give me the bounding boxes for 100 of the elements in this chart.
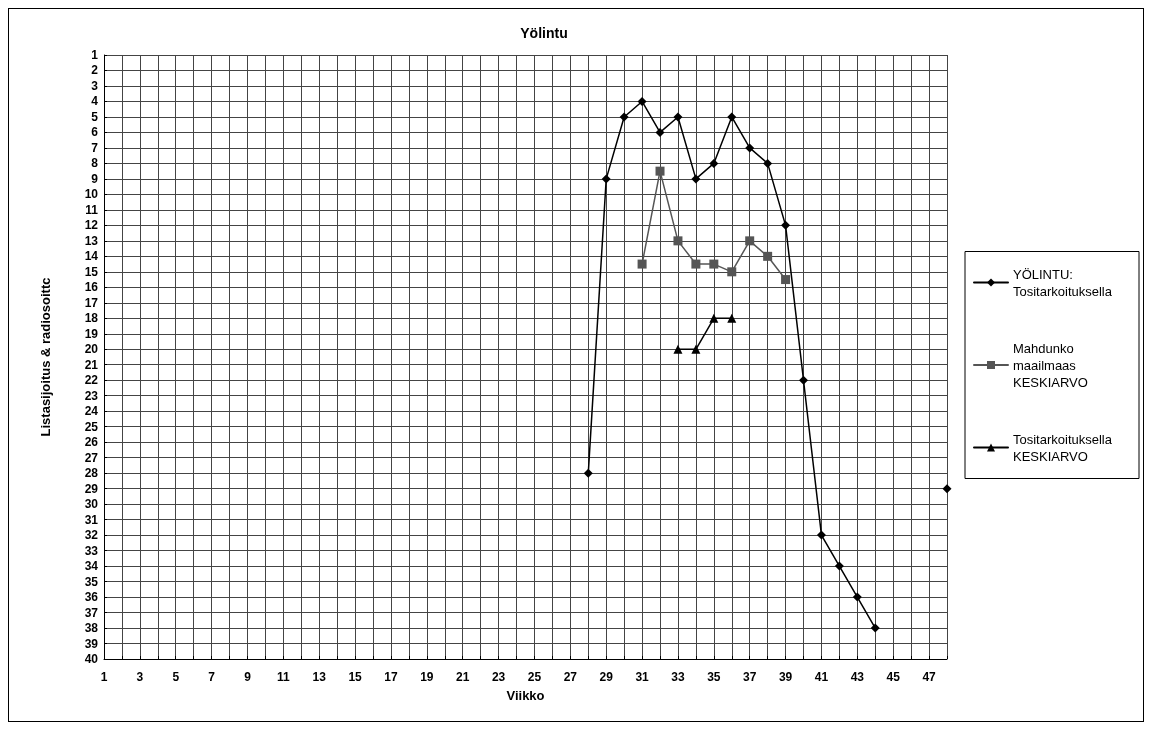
- point: [781, 220, 791, 230]
- x-tick-label: 7: [208, 670, 216, 684]
- y-tick-label: 33: [84, 543, 99, 558]
- x-tick-label: 39: [778, 670, 793, 684]
- point: [619, 112, 629, 122]
- x-tick-label: 17: [384, 670, 398, 684]
- point: [691, 344, 701, 354]
- x-tick-label: 35: [707, 670, 721, 684]
- point: [763, 251, 773, 261]
- y-tick-label: 9: [91, 171, 99, 186]
- point: [709, 259, 719, 269]
- x-tick-label: 3: [136, 670, 144, 684]
- point: [691, 174, 701, 184]
- x-tick-label: 19: [420, 670, 434, 684]
- x-tick-label: 43: [850, 670, 865, 684]
- x-tick-label: 9: [244, 670, 252, 684]
- y-tick-label: 6: [91, 125, 99, 140]
- y-tick-label: 35: [84, 574, 99, 589]
- point: [691, 259, 701, 269]
- y-tick-label: 17: [84, 295, 99, 310]
- point: [637, 96, 647, 106]
- x-tick-label: 47: [922, 670, 937, 684]
- point: [583, 468, 593, 478]
- y-tick-label: 40: [84, 652, 99, 666]
- y-tick-label: 29: [84, 481, 99, 496]
- point: [852, 592, 862, 602]
- y-tick-label: 37: [84, 605, 99, 620]
- y-tick-label: 20: [84, 342, 99, 357]
- y-tick-label: 16: [84, 280, 99, 295]
- legend-label: YÖLINTU: Tositarkoituksella: [1013, 266, 1113, 299]
- point: [834, 561, 844, 571]
- y-tick-label: 21: [84, 357, 99, 372]
- point: [870, 623, 880, 633]
- x-tick-label: 41: [814, 670, 829, 684]
- y-tick-label: 15: [84, 264, 99, 279]
- point: [942, 484, 952, 494]
- point: [727, 313, 737, 323]
- y-tick-label: 34: [84, 559, 99, 574]
- y-tick-label: 18: [84, 311, 99, 326]
- x-tick-label: 27: [563, 670, 578, 684]
- x-tick-label: 31: [635, 670, 650, 684]
- y-tick-label: 3: [91, 78, 99, 93]
- y-tick-label: 28: [84, 466, 99, 481]
- y-tick-label: 13: [84, 233, 99, 248]
- point: [655, 166, 665, 176]
- point: [673, 236, 683, 246]
- point: [745, 143, 755, 153]
- point: [763, 158, 773, 168]
- point: [637, 259, 647, 269]
- y-tick-label: 2: [91, 63, 99, 78]
- chart-title: Yölintu: [520, 25, 568, 41]
- y-tick-label: 10: [84, 187, 99, 202]
- legend-label: Tositarkoituksella KESKIARVO: [1013, 431, 1116, 464]
- y-tick-label: 31: [84, 512, 99, 527]
- x-tick-label: 37: [743, 670, 757, 684]
- x-tick-label: 5: [172, 670, 180, 684]
- x-tick-label: 33: [671, 670, 685, 684]
- y-tick-label: 36: [84, 590, 99, 605]
- y-tick-label: 19: [84, 326, 99, 341]
- x-tick-label: 13: [312, 670, 327, 684]
- x-axis-title: Viikko: [506, 688, 545, 703]
- point: [709, 313, 719, 323]
- point: [745, 236, 755, 246]
- y-tick-label: 5: [91, 109, 99, 124]
- y-tick-label: 12: [84, 218, 99, 233]
- point: [727, 112, 737, 122]
- x-tick-label: 25: [527, 670, 542, 684]
- x-tick-label: 15: [348, 670, 363, 684]
- point: [709, 158, 719, 168]
- point: [673, 344, 683, 354]
- point: [655, 127, 665, 137]
- y-tick-label: 1: [91, 48, 99, 62]
- point: [799, 375, 809, 385]
- y-axis-title: Listasijoitus & radiosoittc: [38, 277, 53, 437]
- point: [673, 112, 683, 122]
- y-tick-label: 24: [84, 404, 99, 419]
- point: [816, 530, 826, 540]
- x-tick-label: 45: [886, 670, 901, 684]
- x-tick-label: 1: [100, 670, 108, 684]
- y-tick-label: 25: [84, 419, 99, 434]
- y-tick-label: 23: [84, 388, 99, 403]
- x-tick-label: 11: [277, 670, 291, 684]
- y-tick-label: 22: [84, 373, 99, 388]
- y-tick-label: 14: [84, 249, 99, 264]
- x-tick-label: 23: [491, 670, 506, 684]
- x-tick-label: 29: [599, 670, 614, 684]
- y-tick-label: 7: [91, 140, 99, 155]
- y-tick-label: 39: [84, 636, 99, 651]
- point: [781, 275, 791, 285]
- y-tick-label: 27: [84, 450, 99, 465]
- y-tick-label: 11: [85, 202, 99, 217]
- y-tick-label: 8: [91, 156, 99, 171]
- legend-label: Mahdunko maailmaas KESKIARVO: [1013, 340, 1088, 390]
- point: [601, 174, 611, 184]
- y-tick-label: 32: [84, 528, 99, 543]
- y-tick-label: 38: [84, 621, 99, 636]
- x-tick-label: 21: [456, 670, 470, 684]
- y-tick-label: 30: [84, 497, 99, 512]
- y-tick-label: 4: [91, 94, 99, 109]
- y-tick-label: 26: [84, 435, 99, 450]
